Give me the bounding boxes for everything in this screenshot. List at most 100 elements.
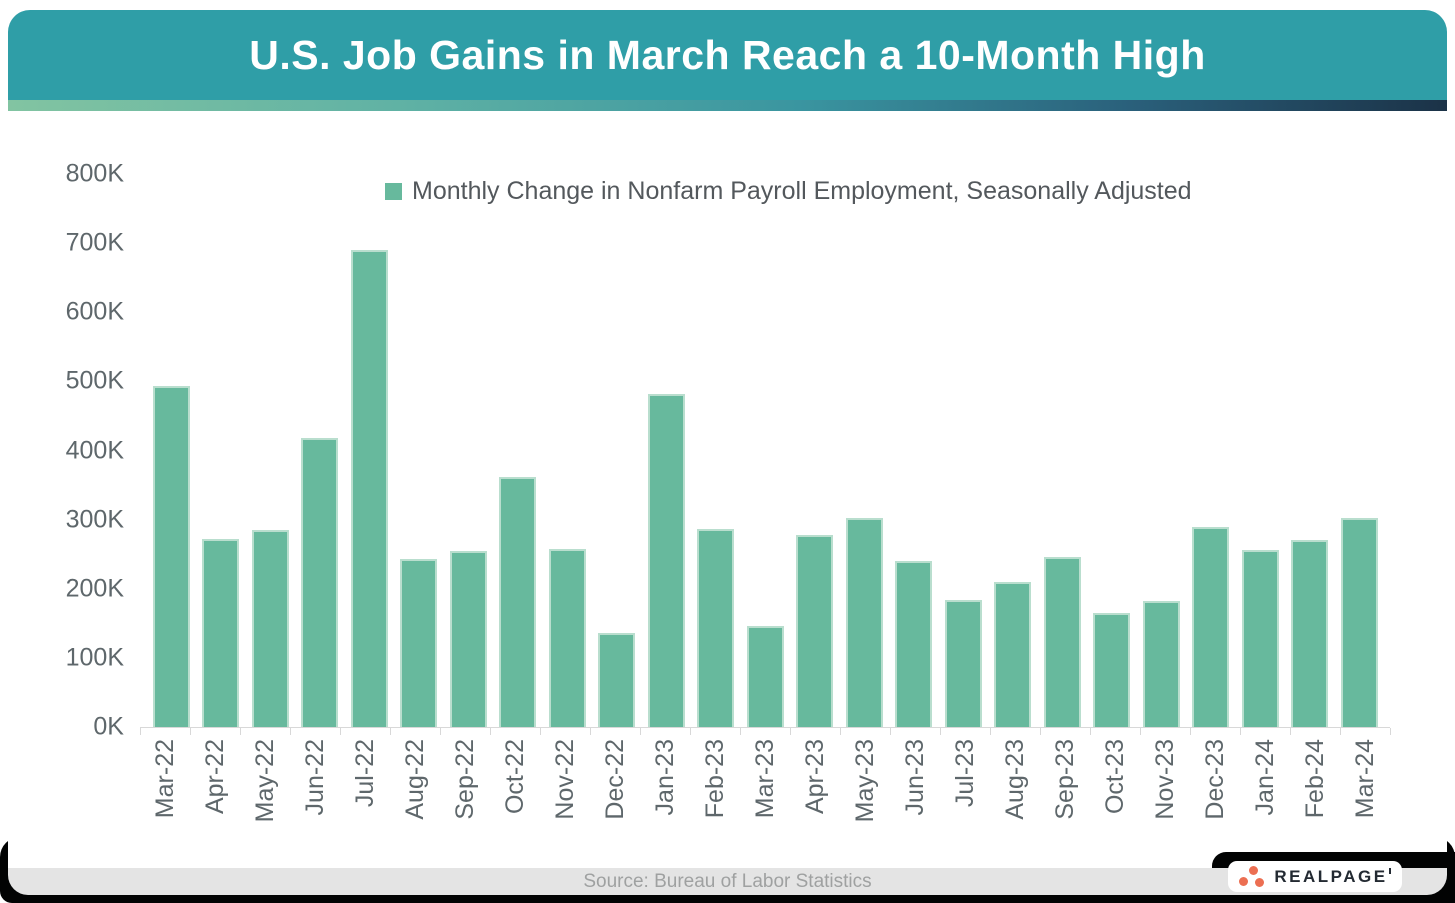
x-tick-label: Oct-22 bbox=[500, 739, 529, 815]
y-tick-label: 800K bbox=[65, 159, 124, 188]
tick-mark bbox=[140, 728, 141, 735]
bar bbox=[1340, 517, 1378, 727]
y-tick-label: 100K bbox=[65, 643, 124, 672]
y-tick-label: 200K bbox=[65, 574, 124, 603]
bar bbox=[1291, 540, 1328, 727]
tick-mark bbox=[840, 728, 841, 735]
tick-mark bbox=[790, 728, 791, 735]
source-band: Source: Bureau of Labor Statistics bbox=[8, 868, 1447, 895]
bar bbox=[746, 626, 784, 727]
realpage-wordmark: REALPAGE bbox=[1274, 866, 1391, 887]
realpage-logo: REALPAGE bbox=[1228, 861, 1402, 892]
x-cell: Oct-22 bbox=[490, 739, 540, 814]
x-tick-label: Mar-22 bbox=[150, 739, 179, 819]
x-cell: Apr-23 bbox=[790, 739, 840, 814]
page-title: U.S. Job Gains in March Reach a 10-Month… bbox=[249, 31, 1206, 78]
tick-mark bbox=[1190, 728, 1191, 735]
x-tick-label: Sep-22 bbox=[450, 739, 479, 820]
tick-mark bbox=[1090, 728, 1091, 735]
x-tick-label: Feb-24 bbox=[1300, 739, 1329, 819]
accent-gradient-strip bbox=[8, 100, 1447, 111]
x-axis: Mar-22 Apr-22 May-22 Jun-22 Jul-22 Aug-22 Sep-… bbox=[140, 739, 1390, 861]
x-cell: Mar-23 bbox=[740, 739, 790, 818]
bar bbox=[1043, 556, 1081, 727]
bar bbox=[845, 517, 883, 727]
tick-mark bbox=[190, 728, 191, 735]
bar bbox=[697, 528, 734, 727]
x-tick-label: Jul-22 bbox=[350, 739, 379, 808]
tick-mark bbox=[1390, 728, 1391, 735]
bar bbox=[152, 385, 190, 727]
tick-mark bbox=[690, 728, 691, 735]
y-tick-label: 600K bbox=[65, 297, 124, 326]
x-tick-label: May-23 bbox=[850, 739, 879, 823]
x-cell: Mar-24 bbox=[1340, 739, 1390, 818]
x-tick-label: Jan-23 bbox=[650, 739, 679, 816]
x-cell: Jun-23 bbox=[890, 739, 940, 815]
tick-mark bbox=[340, 728, 341, 735]
x-tick-label: Dec-23 bbox=[1200, 739, 1229, 820]
bar bbox=[350, 250, 388, 727]
x-cell: Jul-23 bbox=[940, 739, 990, 807]
tick-mark bbox=[1240, 728, 1241, 735]
tick-mark bbox=[590, 728, 591, 735]
bar bbox=[301, 438, 338, 727]
tick-mark bbox=[440, 728, 441, 735]
x-cell: Oct-23 bbox=[1090, 739, 1140, 814]
tick-mark bbox=[1290, 728, 1291, 735]
tick-mark bbox=[1140, 728, 1141, 735]
chart-legend: Monthly Change in Nonfarm Payroll Employ… bbox=[385, 177, 1192, 206]
y-axis: 0K 100K 200K 300K 400K 500K 600K 700K 800K bbox=[8, 160, 124, 741]
x-cell: Dec-22 bbox=[590, 739, 640, 820]
x-tick-label: Mar-23 bbox=[750, 739, 779, 819]
x-cell: Nov-23 bbox=[1140, 739, 1190, 820]
x-tick-label: Apr-22 bbox=[200, 739, 229, 815]
y-tick-label: 500K bbox=[65, 366, 124, 395]
x-tick-label: Aug-23 bbox=[1000, 739, 1029, 820]
bar bbox=[548, 548, 586, 727]
x-cell: Aug-22 bbox=[390, 739, 440, 820]
x-cell: Aug-23 bbox=[990, 739, 1040, 820]
y-tick-label: 0K bbox=[93, 712, 124, 741]
legend-swatch-icon bbox=[385, 183, 402, 200]
tick-mark bbox=[1040, 728, 1041, 735]
x-tick-label: Nov-22 bbox=[550, 739, 579, 820]
y-tick-label: 300K bbox=[65, 505, 124, 534]
x-tick-label: Jul-23 bbox=[950, 739, 979, 808]
x-cell: Dec-23 bbox=[1190, 739, 1240, 820]
tick-mark bbox=[540, 728, 541, 735]
tick-mark bbox=[240, 728, 241, 735]
x-cell: Feb-24 bbox=[1290, 739, 1340, 818]
tick-mark bbox=[390, 728, 391, 735]
bar bbox=[598, 633, 635, 727]
x-tick-label: Sep-23 bbox=[1050, 739, 1079, 820]
tick-mark bbox=[490, 728, 491, 735]
x-cell: Jan-23 bbox=[640, 739, 690, 815]
x-tick-label: Jun-22 bbox=[300, 739, 329, 816]
trademark-tick-icon bbox=[1388, 867, 1391, 874]
x-cell: Feb-23 bbox=[690, 739, 740, 818]
x-cell: Jan-24 bbox=[1240, 739, 1290, 815]
bar bbox=[1192, 526, 1229, 727]
x-cell: May-22 bbox=[240, 739, 290, 822]
header-bar: U.S. Job Gains in March Reach a 10-Month… bbox=[8, 10, 1447, 100]
x-tick-label: Jun-23 bbox=[900, 739, 929, 816]
chart-area: Monthly Change in Nonfarm Payroll Employ… bbox=[8, 111, 1447, 868]
tick-mark bbox=[740, 728, 741, 735]
x-cell: Sep-23 bbox=[1040, 739, 1090, 820]
tick-mark bbox=[990, 728, 991, 735]
realpage-wordmark-text: REALPAGE bbox=[1274, 866, 1388, 886]
y-tick-label: 700K bbox=[65, 228, 124, 257]
x-cell: Apr-22 bbox=[190, 739, 240, 814]
bar bbox=[449, 550, 487, 727]
x-tick-label: Jan-24 bbox=[1250, 739, 1279, 816]
bar bbox=[499, 476, 536, 727]
tick-mark bbox=[1340, 728, 1341, 735]
x-cell: Jun-22 bbox=[290, 739, 340, 815]
y-tick-label: 400K bbox=[65, 436, 124, 464]
bar bbox=[1093, 612, 1130, 727]
x-cell: Jul-22 bbox=[340, 739, 390, 807]
x-tick-label: May-22 bbox=[250, 739, 279, 823]
x-tick-label: Nov-23 bbox=[1150, 739, 1179, 820]
